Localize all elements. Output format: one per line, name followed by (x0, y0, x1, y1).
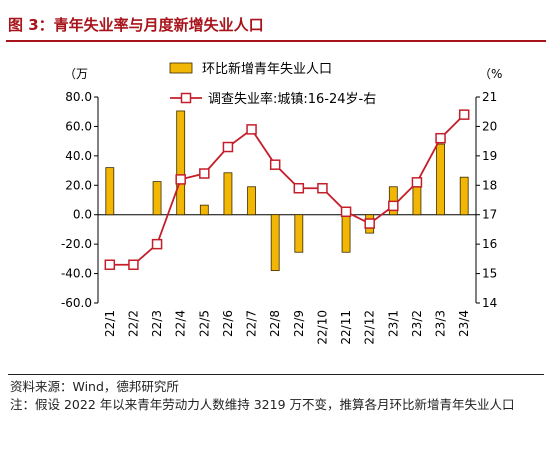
bar (436, 143, 445, 216)
right-tick-label: 17 (482, 208, 497, 222)
left-tick-label: -40.0 (61, 267, 92, 281)
x-tick-label: 22/7 (245, 310, 259, 337)
right-tick-label: 20 (482, 119, 497, 133)
x-tick-label: 23/3 (434, 310, 448, 337)
right-tick-label: 15 (482, 267, 497, 281)
left-axis-unit: （万 (64, 67, 88, 81)
left-tick-label: 0.0 (73, 208, 92, 222)
x-tick-label: 23/2 (410, 310, 424, 337)
right-tick-label: 14 (482, 296, 497, 310)
x-tick-label: 22/6 (221, 310, 235, 337)
bar (105, 167, 115, 216)
bar (270, 214, 280, 272)
x-tick-label: 23/4 (457, 310, 471, 337)
bar (294, 214, 304, 253)
line-point (340, 206, 352, 218)
line-point (199, 168, 210, 179)
x-tick-label: 22/4 (174, 310, 188, 337)
bar (223, 172, 233, 216)
x-tick-label: 23/1 (386, 310, 400, 337)
line-point (317, 182, 328, 194)
line-point (104, 259, 116, 270)
figure-title-bar: 图 3：青年失业率与月度新增失业人口 (6, 14, 546, 42)
bar (412, 186, 422, 216)
line-point (269, 159, 281, 170)
line-point (222, 141, 234, 153)
x-tick-label: 22/1 (103, 310, 117, 337)
line-point (458, 109, 470, 120)
line-point (293, 182, 305, 194)
right-axis-unit: （% (479, 67, 502, 81)
right-tick-label: 21 (482, 90, 497, 104)
x-tick-label: 22/9 (292, 310, 306, 337)
right-tick-label: 18 (482, 178, 497, 192)
x-tick-label: 22/11 (339, 310, 353, 345)
line-point (388, 200, 399, 212)
line-point (435, 132, 446, 144)
left-tick-label: 40.0 (65, 149, 92, 163)
line-point (411, 177, 423, 188)
line-point (175, 174, 186, 185)
legend-bar-label: 环比新增青年失业人口 (202, 61, 332, 77)
source-text: 资料来源：Wind，德邦研究所 (10, 379, 179, 394)
x-tick-label: 22/5 (197, 310, 211, 337)
x-tick-label: 22/8 (268, 310, 282, 337)
right-tick-label: 16 (482, 237, 497, 251)
left-tick-label: -20.0 (61, 237, 92, 251)
line-point (246, 124, 257, 135)
x-tick-label: 22/3 (150, 310, 164, 337)
bar (152, 181, 162, 216)
left-tick-label: -60.0 (61, 296, 92, 310)
legend-bar-swatch (169, 62, 193, 74)
bar (176, 110, 186, 216)
x-tick-label: 22/2 (126, 310, 140, 337)
legend-line-marker (180, 92, 192, 104)
chart: 80.0 60.0 40.0 20.0 0.0 -20.0 -40.0 -60.0 21 20 19… (61, 61, 502, 345)
line-point (364, 218, 375, 229)
right-tick-label: 19 (482, 149, 497, 163)
x-tick-label: 22/12 (363, 310, 377, 345)
x-tick-label: 22/10 (315, 310, 329, 345)
legend-line-label: 调查失业率:城镇:16-24岁-右 (208, 91, 376, 107)
note-text: 注：假设 2022 年以来青年劳动力人数维持 3219 万不变，推算各月环比新增… (10, 397, 515, 412)
left-tick-label: 20.0 (65, 178, 92, 192)
bar (459, 176, 469, 216)
left-tick-label: 60.0 (65, 119, 92, 133)
bar (341, 214, 351, 253)
line-point (128, 259, 139, 270)
bar (199, 204, 209, 216)
bar (247, 186, 256, 216)
line-series (109, 114, 465, 266)
source-divider (8, 374, 544, 375)
left-tick-label: 80.0 (65, 90, 92, 104)
line-point (151, 238, 163, 250)
figure-title: 图 3：青年失业率与月度新增失业人口 (8, 16, 264, 34)
